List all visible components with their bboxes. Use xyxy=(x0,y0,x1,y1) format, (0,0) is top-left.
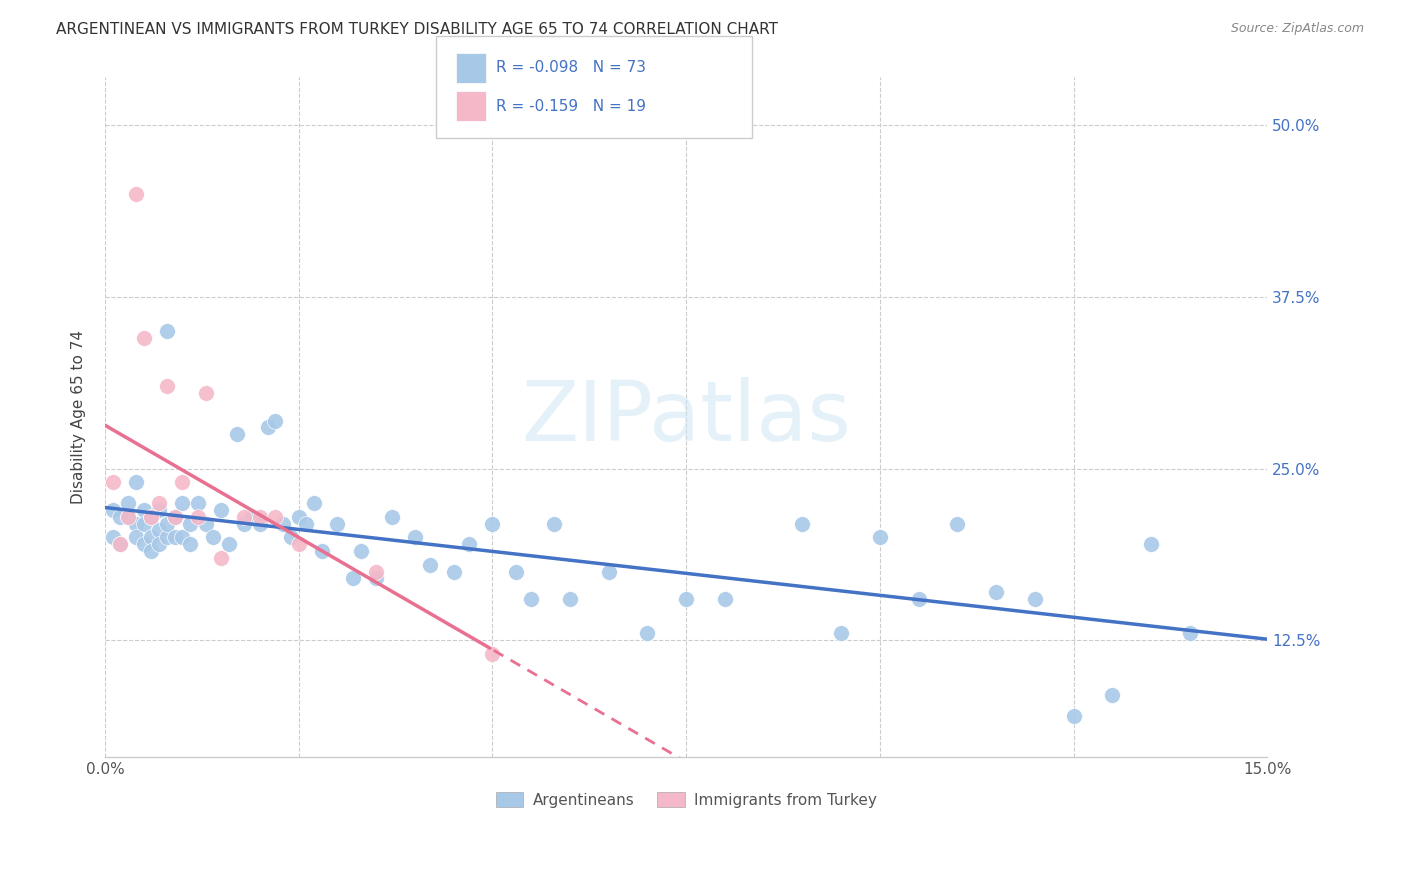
Point xyxy=(187,496,209,510)
Point xyxy=(350,544,373,558)
Legend: Argentineans, Immigrants from Turkey: Argentineans, Immigrants from Turkey xyxy=(489,786,883,814)
Point xyxy=(598,565,620,579)
Point xyxy=(249,509,271,524)
Point xyxy=(264,509,287,524)
Point xyxy=(280,530,302,544)
Point xyxy=(132,503,155,517)
Point xyxy=(156,325,179,339)
Point xyxy=(869,530,891,544)
Point xyxy=(366,572,388,586)
Text: R = -0.159   N = 19: R = -0.159 N = 19 xyxy=(496,99,647,113)
Point xyxy=(481,647,503,661)
Point xyxy=(558,592,581,607)
Point xyxy=(148,537,170,551)
Point xyxy=(141,544,163,558)
Text: ARGENTINEAN VS IMMIGRANTS FROM TURKEY DISABILITY AGE 65 TO 74 CORRELATION CHART: ARGENTINEAN VS IMMIGRANTS FROM TURKEY DI… xyxy=(56,22,779,37)
Point xyxy=(148,524,170,538)
Point xyxy=(172,530,194,544)
Point xyxy=(132,537,155,551)
Point xyxy=(194,386,217,401)
Y-axis label: Disability Age 65 to 74: Disability Age 65 to 74 xyxy=(72,330,86,504)
Point xyxy=(505,565,527,579)
Point xyxy=(172,496,194,510)
Point xyxy=(156,530,179,544)
Point xyxy=(481,516,503,531)
Point xyxy=(342,572,364,586)
Point xyxy=(156,516,179,531)
Point xyxy=(792,516,814,531)
Point xyxy=(714,592,737,607)
Point xyxy=(295,516,318,531)
Point xyxy=(1024,592,1046,607)
Point xyxy=(148,496,170,510)
Point xyxy=(172,475,194,490)
Point xyxy=(946,516,969,531)
Point xyxy=(381,509,404,524)
Point xyxy=(233,509,256,524)
Point xyxy=(209,503,232,517)
Point xyxy=(110,537,132,551)
Point xyxy=(218,537,240,551)
Point xyxy=(287,509,309,524)
Point xyxy=(419,558,441,572)
Point xyxy=(830,626,852,640)
Point xyxy=(132,331,155,345)
Point xyxy=(179,537,201,551)
Point xyxy=(163,530,186,544)
Point xyxy=(240,509,263,524)
Point xyxy=(366,565,388,579)
Point xyxy=(125,187,148,202)
Text: R = -0.098   N = 73: R = -0.098 N = 73 xyxy=(496,61,647,75)
Point xyxy=(302,496,325,510)
Point xyxy=(101,475,124,490)
Text: Source: ZipAtlas.com: Source: ZipAtlas.com xyxy=(1230,22,1364,36)
Point xyxy=(636,626,658,640)
Point xyxy=(117,509,139,524)
Point xyxy=(264,414,287,428)
Point xyxy=(311,544,333,558)
Point xyxy=(179,516,201,531)
Point xyxy=(543,516,565,531)
Point xyxy=(156,379,179,393)
Point xyxy=(520,592,543,607)
Point xyxy=(110,509,132,524)
Point xyxy=(110,537,132,551)
Point xyxy=(194,516,217,531)
Point xyxy=(271,516,294,531)
Point xyxy=(101,503,124,517)
Point xyxy=(101,530,124,544)
Point xyxy=(326,516,349,531)
Point xyxy=(141,530,163,544)
Point xyxy=(148,503,170,517)
Point xyxy=(125,516,148,531)
Point xyxy=(1063,708,1085,723)
Point xyxy=(287,537,309,551)
Point xyxy=(233,516,256,531)
Point xyxy=(404,530,426,544)
Point xyxy=(225,427,247,442)
Text: ZIPatlas: ZIPatlas xyxy=(522,376,851,458)
Point xyxy=(907,592,929,607)
Point xyxy=(125,475,148,490)
Point xyxy=(675,592,697,607)
Point xyxy=(187,509,209,524)
Point xyxy=(256,420,278,434)
Point xyxy=(249,516,271,531)
Point xyxy=(117,496,139,510)
Point xyxy=(1178,626,1201,640)
Point xyxy=(984,585,1007,599)
Point xyxy=(163,509,186,524)
Point xyxy=(1140,537,1163,551)
Point xyxy=(132,516,155,531)
Point xyxy=(202,530,225,544)
Point xyxy=(117,509,139,524)
Point xyxy=(125,530,148,544)
Point xyxy=(141,509,163,524)
Point xyxy=(1101,688,1123,702)
Point xyxy=(458,537,481,551)
Point xyxy=(141,509,163,524)
Point xyxy=(163,509,186,524)
Point xyxy=(443,565,465,579)
Point xyxy=(209,550,232,565)
